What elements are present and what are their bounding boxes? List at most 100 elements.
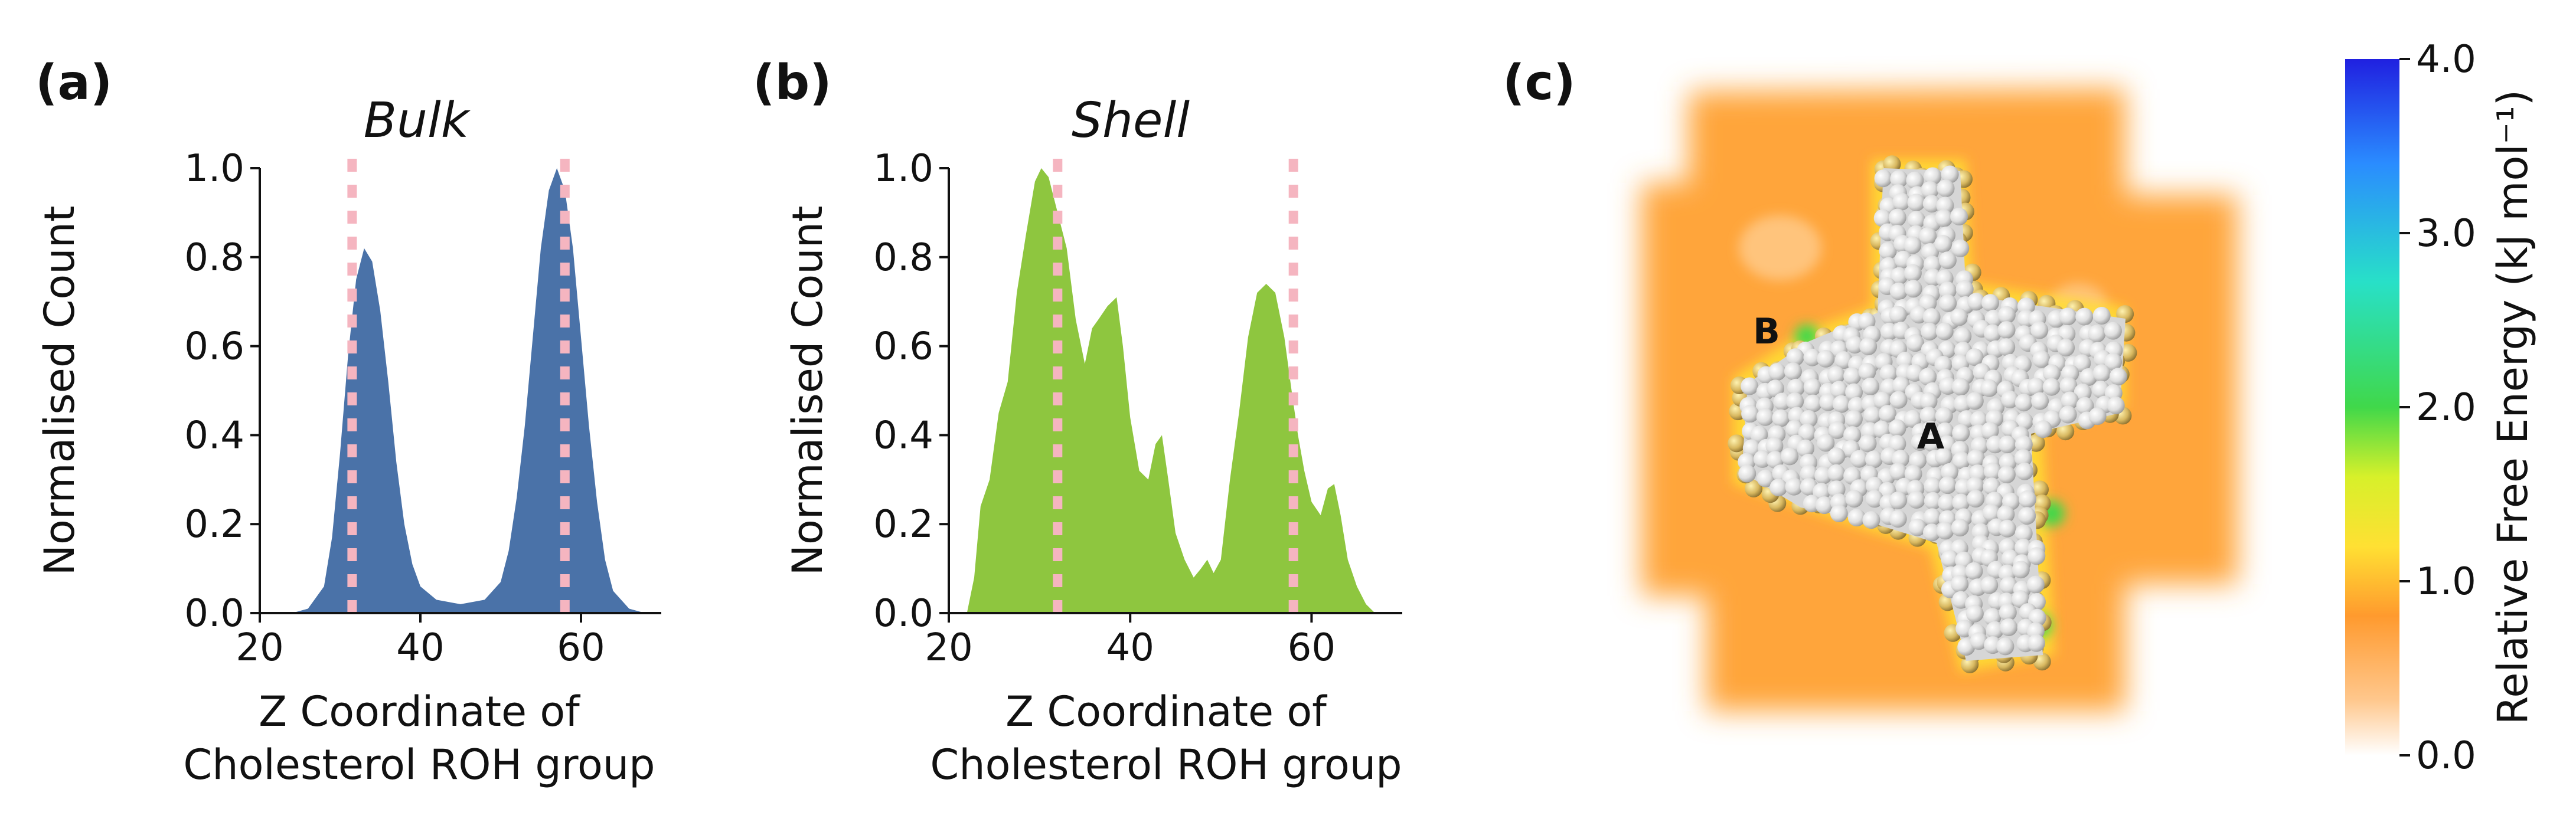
protein-atom xyxy=(1850,450,1868,468)
protein-atom xyxy=(1865,450,1883,469)
protein-atom xyxy=(1846,336,1864,354)
panel-a-x-tick-label: 60 xyxy=(557,626,605,670)
protein-atom xyxy=(1922,195,1941,213)
panel-b-x-tick-label: 60 xyxy=(1288,626,1336,670)
protein-atom xyxy=(1844,410,1863,428)
protein-atom xyxy=(1922,308,1941,326)
protein-atom xyxy=(2088,325,2106,343)
protein-atom xyxy=(2030,321,2049,339)
protein-atom xyxy=(1997,505,2015,523)
panel-b-y-tick-label: 1.0 xyxy=(873,147,933,191)
protein-atom xyxy=(1923,256,1941,274)
rim-atom xyxy=(2031,480,2049,499)
panel-b-shell-histogram: (b) Shell 20 40 60 0.0 0.2 0.4 0.6 0.8 1.0 Norm… xyxy=(753,55,1402,789)
panel-a-plot-area xyxy=(292,156,645,613)
panel-b-x-axis-label-line2: Cholesterol ROH group xyxy=(930,741,1402,789)
protein-atom xyxy=(1873,420,1891,438)
protein-atom xyxy=(1766,379,1784,398)
protein-atom xyxy=(1785,477,1803,496)
protein-atom xyxy=(1934,235,1953,253)
protein-atom xyxy=(1819,393,1837,411)
protein-atom xyxy=(1904,236,1922,254)
protein-atom xyxy=(1983,462,2002,480)
site-label-a: A xyxy=(1917,416,1945,457)
protein-atom xyxy=(1908,518,1927,536)
protein-atom xyxy=(1781,447,1799,466)
panel-a-y-tick-label: 0.8 xyxy=(184,236,244,280)
protein-atom xyxy=(1765,437,1784,455)
protein-atom xyxy=(1936,522,1954,540)
protein-atom xyxy=(2059,405,2077,424)
protein-atom xyxy=(1863,406,1882,424)
protein-atom xyxy=(1939,377,1957,395)
protein-atom xyxy=(1830,505,1848,522)
protein-atom xyxy=(2107,397,2125,415)
protein-atom xyxy=(1874,169,1892,188)
protein-atom xyxy=(1919,227,1937,245)
panel-b-y-ticks: 0.0 0.2 0.4 0.6 0.8 1.0 xyxy=(873,147,949,636)
protein-atom xyxy=(1847,509,1866,527)
protein-atom xyxy=(1997,306,2016,324)
protein-atom xyxy=(1952,424,1970,442)
protein-atom xyxy=(1951,239,1970,257)
protein-atom xyxy=(1997,321,2016,339)
protein-atom xyxy=(2026,575,2045,594)
protein-atom xyxy=(2043,364,2061,382)
protein-atom xyxy=(1983,477,2001,496)
protein-atom xyxy=(1986,621,2004,639)
colorbar-tick-label: 2.0 xyxy=(2416,386,2476,430)
protein-atom xyxy=(1827,464,1846,482)
protein-atom xyxy=(1908,211,1925,229)
protein-atom xyxy=(2015,412,2033,431)
protein-atom xyxy=(1738,464,1756,483)
panel-a-x-tick-label: 20 xyxy=(236,626,283,670)
protein-atom xyxy=(1937,179,1955,198)
protein-atom xyxy=(1873,391,1892,410)
protein-atom xyxy=(2014,449,2032,467)
protein-atom xyxy=(2031,392,2049,410)
protein-atom xyxy=(1753,450,1771,468)
protein-atom xyxy=(1924,434,1942,453)
panel-a-series-area xyxy=(292,168,645,613)
protein-atom xyxy=(2104,353,2123,371)
protein-atom xyxy=(2059,307,2077,326)
protein-atom xyxy=(1784,362,1802,381)
panel-b-x-ticks: 20 40 60 xyxy=(925,613,1336,670)
panel-b-title: Shell xyxy=(1072,93,1190,149)
protein-atom xyxy=(2042,378,2061,396)
site-label-b: B xyxy=(1753,311,1780,352)
protein-atom xyxy=(1904,410,1922,428)
protein-atom xyxy=(1859,338,1878,355)
protein-atom xyxy=(1919,368,1937,386)
protein-atom xyxy=(1862,377,1879,395)
protein-atom xyxy=(1986,435,2004,454)
protein-atom xyxy=(1907,194,1925,212)
protein-atom xyxy=(1921,181,1939,199)
protein-atom xyxy=(1907,491,1925,509)
protein-atom xyxy=(1999,603,2017,621)
protein-atom xyxy=(2075,307,2094,326)
protein-atom xyxy=(1879,364,1898,382)
protein-atom xyxy=(1766,451,1784,469)
panel-a-x-axis-label-line1: Z Coordinate of xyxy=(259,687,580,736)
protein-atom xyxy=(1981,294,1999,312)
protein-atom xyxy=(1786,348,1804,366)
protein-atom xyxy=(1817,349,1835,368)
protein-atom xyxy=(1953,451,1971,470)
protein-atom xyxy=(2001,391,2019,408)
protein-atom xyxy=(1965,562,1983,580)
protein-atom xyxy=(2017,297,2035,316)
panel-a-bulk-histogram: (a) Bulk 20 40 60 0.0 0.2 0.4 0.6 0.8 1.0 Norma… xyxy=(35,55,661,789)
protein-atom xyxy=(1845,383,1863,401)
protein-atom xyxy=(2032,350,2051,368)
colorbar-tick-label: 0.0 xyxy=(2416,734,2476,778)
protein-atom xyxy=(1879,405,1896,423)
protein-atom xyxy=(1938,281,1957,300)
protein-atom xyxy=(2000,577,2017,595)
protein-atom xyxy=(1773,392,1791,411)
protein-atom xyxy=(1756,469,1775,487)
panel-b-y-tick-label: 0.0 xyxy=(873,592,933,636)
protein-atom xyxy=(1970,632,1988,650)
protein-atom xyxy=(1843,426,1862,444)
protein-atom xyxy=(2015,538,2033,556)
